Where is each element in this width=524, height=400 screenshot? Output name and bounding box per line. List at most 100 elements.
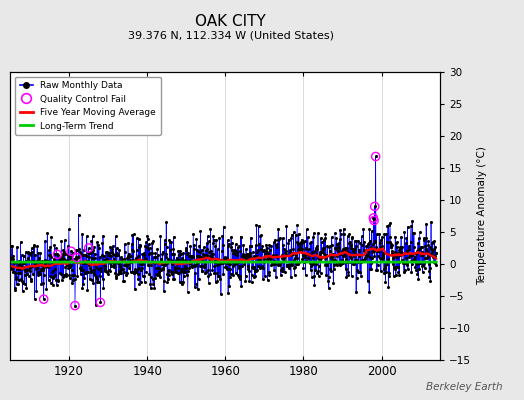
Point	[320, 255, 329, 261]
Point	[403, 224, 412, 230]
Point	[67, 248, 75, 254]
Point	[338, 248, 346, 254]
Point	[208, 254, 216, 260]
Point	[290, 272, 299, 278]
Point	[235, 242, 243, 249]
Point	[48, 269, 56, 275]
Point	[134, 236, 143, 242]
Point	[413, 248, 421, 254]
Point	[217, 291, 225, 298]
Point	[176, 279, 184, 286]
Point	[88, 248, 96, 255]
Point	[411, 258, 419, 265]
Point	[354, 269, 362, 276]
Point	[223, 260, 232, 266]
Point	[219, 260, 227, 266]
Point	[224, 290, 232, 297]
Point	[378, 254, 387, 260]
Point	[18, 288, 27, 294]
Point	[154, 265, 162, 272]
Point	[62, 272, 70, 278]
Point	[392, 264, 401, 270]
Point	[341, 245, 350, 251]
Point	[97, 265, 105, 271]
Point	[406, 238, 414, 245]
Point	[410, 244, 418, 250]
Point	[19, 253, 28, 259]
Point	[90, 269, 99, 276]
Point	[165, 266, 173, 273]
Point	[245, 250, 253, 257]
Point	[428, 252, 436, 258]
Point	[387, 240, 396, 247]
Point	[42, 286, 50, 293]
Point	[395, 272, 403, 278]
Point	[94, 278, 103, 285]
Point	[346, 239, 354, 245]
Point	[119, 278, 127, 284]
Point	[230, 259, 238, 266]
Point	[16, 270, 25, 276]
Point	[180, 273, 188, 280]
Point	[222, 263, 231, 270]
Point	[86, 276, 94, 282]
Point	[401, 260, 409, 266]
Point	[130, 267, 139, 273]
Point	[419, 262, 428, 268]
Point	[202, 247, 210, 254]
Point	[363, 253, 372, 260]
Point	[184, 268, 192, 274]
Point	[92, 264, 101, 270]
Point	[348, 248, 357, 254]
Point	[15, 261, 23, 268]
Point	[186, 260, 194, 266]
Point	[264, 250, 272, 256]
Point	[269, 252, 277, 258]
Point	[18, 260, 26, 266]
Point	[114, 271, 123, 278]
Point	[291, 231, 300, 238]
Point	[71, 302, 79, 309]
Point	[379, 252, 388, 258]
Point	[290, 264, 298, 271]
Point	[134, 276, 143, 282]
Point	[292, 239, 301, 246]
Point	[47, 254, 55, 260]
Point	[220, 257, 228, 263]
Point	[115, 261, 124, 268]
Point	[133, 270, 141, 277]
Point	[324, 278, 332, 284]
Point	[119, 278, 128, 284]
Point	[28, 258, 37, 264]
Point	[85, 262, 93, 268]
Point	[246, 252, 255, 259]
Point	[159, 265, 167, 272]
Point	[256, 263, 265, 270]
Point	[67, 252, 75, 258]
Point	[418, 269, 427, 275]
Point	[199, 263, 207, 270]
Point	[198, 246, 206, 253]
Point	[344, 272, 353, 278]
Point	[154, 271, 162, 277]
Point	[181, 257, 189, 263]
Point	[53, 259, 61, 265]
Point	[64, 264, 73, 271]
Point	[84, 245, 93, 251]
Point	[19, 260, 27, 266]
Point	[135, 244, 143, 250]
Point	[161, 261, 169, 268]
Point	[72, 254, 80, 260]
Point	[36, 271, 45, 277]
Point	[119, 268, 128, 275]
Point	[31, 252, 39, 258]
Point	[83, 286, 92, 293]
Point	[265, 269, 274, 275]
Point	[276, 262, 284, 268]
Point	[416, 260, 424, 266]
Point	[405, 243, 413, 249]
Point	[359, 248, 368, 254]
Point	[226, 270, 235, 277]
Point	[22, 258, 30, 264]
Point	[179, 279, 188, 285]
